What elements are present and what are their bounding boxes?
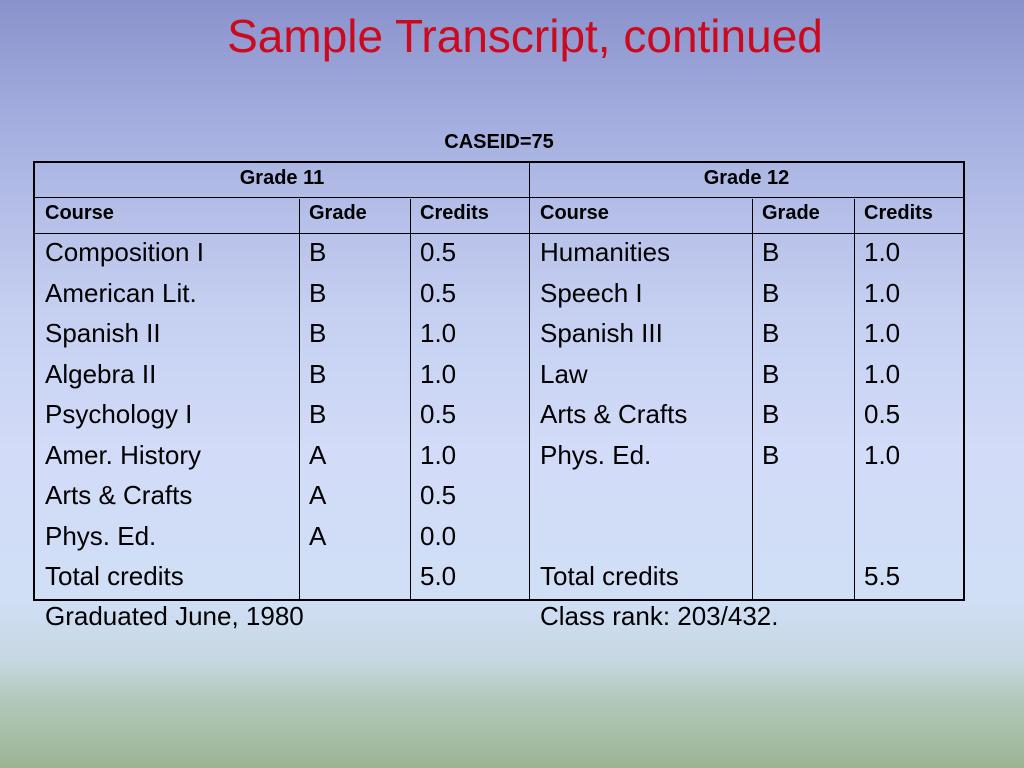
course-cell: Psychology I xyxy=(45,399,193,429)
grade-12-header: Grade 12 xyxy=(703,167,790,189)
row-divider xyxy=(35,233,963,234)
grade-cell: A xyxy=(309,439,327,470)
column-divider xyxy=(299,199,300,599)
column-divider xyxy=(752,199,753,599)
course-cell xyxy=(540,518,687,559)
grade-cell: B xyxy=(309,399,327,429)
grade-11-credits-column: 0.5 0.5 1.0 1.0 0.5 1.0 0.5 0.0 5.0 xyxy=(420,234,456,599)
credits-cell: 0.5 xyxy=(420,277,457,308)
total-credits-label: Total credits xyxy=(45,561,184,591)
grade-cell: B xyxy=(309,318,327,348)
column-header-grade: Grade xyxy=(762,202,820,224)
course-cell: Algebra II xyxy=(45,358,157,389)
grade-cell: A xyxy=(309,520,327,551)
grade-cell: B xyxy=(762,237,780,267)
slide-title: Sample Transcript, continued xyxy=(227,10,823,62)
grade-12-grade-column: B B B B B B xyxy=(762,234,779,599)
grade-cell xyxy=(762,477,779,518)
column-header-credits: Credits xyxy=(420,202,489,224)
course-cell: Arts & Crafts xyxy=(540,399,688,429)
course-cell: Arts & Crafts xyxy=(45,480,193,510)
credits-cell: 1.0 xyxy=(864,237,901,267)
row-divider xyxy=(35,197,963,198)
course-cell: Composition I xyxy=(45,237,204,267)
credits-cell xyxy=(864,477,900,518)
grade-cell: B xyxy=(762,318,780,348)
grade-cell: B xyxy=(762,399,780,429)
grade-cell: B xyxy=(309,358,327,389)
grade-cell: B xyxy=(762,439,780,470)
credits-cell: 0.0 xyxy=(420,520,457,551)
column-header-credits: Credits xyxy=(864,202,933,224)
grade-12-course-column: Humanities Speech I Spanish III Law Arts… xyxy=(540,234,687,599)
grade-cell xyxy=(762,558,779,599)
credits-cell: 0.5 xyxy=(420,480,457,510)
total-credits-label: Total credits xyxy=(540,561,679,591)
course-cell: Amer. History xyxy=(45,439,202,470)
grade-11-header: Grade 11 xyxy=(239,167,325,189)
transcript-table: Grade 11 Grade 12 Course Grade Credits C… xyxy=(33,161,965,601)
credits-cell: 1.0 xyxy=(420,358,457,389)
course-cell: Speech I xyxy=(540,277,643,308)
course-cell xyxy=(540,477,687,518)
credits-cell: 1.0 xyxy=(864,358,901,389)
grade-cell: B xyxy=(762,358,780,389)
grade-cell: B xyxy=(309,277,327,308)
column-header-course: Course xyxy=(45,202,114,224)
column-header-course: Course xyxy=(540,202,609,224)
year-divider xyxy=(529,163,530,599)
course-cell: Phys. Ed. xyxy=(45,520,157,551)
grade-cell: B xyxy=(762,277,780,308)
credits-cell: 1.0 xyxy=(420,318,457,348)
grade-11-course-column: Composition I American Lit. Spanish II A… xyxy=(45,234,204,599)
total-credits-value: 5.0 xyxy=(420,561,457,591)
case-id-label: CASEID=75 xyxy=(444,131,554,153)
column-divider xyxy=(854,199,855,599)
credits-cell: 1.0 xyxy=(864,439,901,470)
grade-cell: A xyxy=(309,480,327,510)
class-rank: Class rank: 203/432. xyxy=(540,601,779,631)
credits-cell: 0.5 xyxy=(420,237,457,267)
course-cell: Humanities xyxy=(540,237,671,267)
credits-cell: 0.5 xyxy=(864,399,901,429)
column-divider xyxy=(410,199,411,599)
course-cell: Spanish II xyxy=(45,318,161,348)
grade-cell: B xyxy=(309,237,327,267)
column-header-grade: Grade xyxy=(309,202,367,224)
grade-12-credits-column: 1.0 1.0 1.0 1.0 0.5 1.0 5.5 xyxy=(864,234,900,599)
credits-cell xyxy=(864,518,900,559)
credits-cell: 0.5 xyxy=(420,399,457,429)
course-cell: American Lit. xyxy=(45,277,197,308)
graduation-date: Graduated June, 1980 xyxy=(45,601,304,631)
grade-11-grade-column: B B B B B A A A xyxy=(309,234,326,599)
course-cell: Spanish III xyxy=(540,318,663,348)
course-cell: Law xyxy=(540,358,588,389)
course-cell: Phys. Ed. xyxy=(540,439,652,470)
credits-cell: 1.0 xyxy=(864,318,901,348)
credits-cell: 1.0 xyxy=(420,439,457,470)
grade-cell xyxy=(762,518,779,559)
credits-cell: 1.0 xyxy=(864,277,901,308)
grade-cell xyxy=(309,558,326,599)
total-credits-value: 5.5 xyxy=(864,561,901,591)
